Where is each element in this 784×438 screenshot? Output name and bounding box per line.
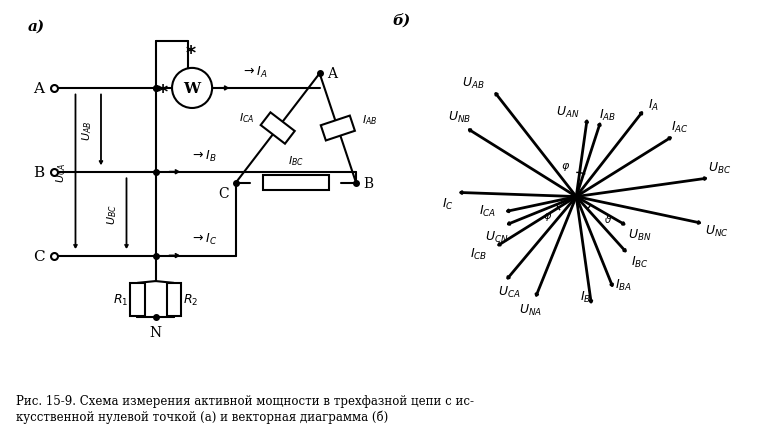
Text: $\rightarrow I_A$: $\rightarrow I_A$ bbox=[241, 64, 267, 80]
Text: $\varphi$: $\varphi$ bbox=[543, 211, 552, 223]
Text: $U_{NC}$: $U_{NC}$ bbox=[705, 224, 729, 239]
Text: *: * bbox=[158, 83, 168, 102]
Text: B: B bbox=[363, 176, 373, 190]
Text: $I_{AC}$: $I_{AC}$ bbox=[671, 119, 688, 134]
Text: $U_{AB}$: $U_{AB}$ bbox=[80, 120, 94, 141]
Text: $R_2$: $R_2$ bbox=[183, 292, 198, 307]
Bar bbox=[130, 283, 145, 316]
Text: $U_{NB}$: $U_{NB}$ bbox=[448, 110, 471, 125]
Bar bbox=[166, 283, 181, 316]
Text: $I_{AB}$: $I_{AB}$ bbox=[361, 113, 377, 127]
Text: A: A bbox=[34, 82, 45, 96]
Text: $I_{CB}$: $I_{CB}$ bbox=[470, 247, 488, 261]
Text: $U_{BC}$: $U_{BC}$ bbox=[708, 161, 731, 176]
Text: $U_{BN}$: $U_{BN}$ bbox=[628, 227, 652, 242]
Text: $\rightarrow I_C$: $\rightarrow I_C$ bbox=[191, 232, 217, 247]
Text: $U_{NA}$: $U_{NA}$ bbox=[520, 302, 543, 317]
Text: $I_{AB}$: $I_{AB}$ bbox=[600, 107, 617, 123]
Text: $U_{AN}$: $U_{AN}$ bbox=[556, 104, 579, 120]
Text: $U_{CN}$: $U_{CN}$ bbox=[485, 230, 509, 245]
Text: $I_{CA}$: $I_{CA}$ bbox=[478, 203, 495, 218]
Text: N: N bbox=[150, 325, 162, 339]
Text: C: C bbox=[218, 187, 228, 201]
Text: $I_{CA}$: $I_{CA}$ bbox=[238, 111, 254, 125]
Text: $I_{BC}$: $I_{BC}$ bbox=[288, 154, 304, 168]
Text: $\rightarrow I_B$: $\rightarrow I_B$ bbox=[191, 148, 216, 163]
Text: б): б) bbox=[392, 13, 410, 28]
Text: а): а) bbox=[28, 20, 45, 34]
Text: $I_{A}$: $I_{A}$ bbox=[648, 98, 659, 113]
Bar bbox=[263, 176, 328, 191]
Text: $U_{CA}$: $U_{CA}$ bbox=[54, 162, 68, 183]
Text: $U_{CA}$: $U_{CA}$ bbox=[498, 285, 521, 300]
Text: $I_{BC}$: $I_{BC}$ bbox=[631, 254, 649, 270]
Bar bbox=[321, 117, 355, 141]
Text: Рис. 15-9. Схема измерения активной мощности в трехфазной цепи с ис-
кусственной: Рис. 15-9. Схема измерения активной мощн… bbox=[16, 394, 474, 423]
Text: C: C bbox=[33, 249, 45, 263]
Text: $U_{BC}$: $U_{BC}$ bbox=[105, 204, 119, 225]
Text: W: W bbox=[183, 82, 201, 96]
Text: *: * bbox=[185, 44, 195, 63]
Text: $I_{BA}$: $I_{BA}$ bbox=[615, 277, 632, 293]
Text: $I_{C}$: $I_{C}$ bbox=[442, 196, 454, 211]
Text: B: B bbox=[34, 166, 45, 179]
Text: A: A bbox=[327, 67, 337, 81]
Circle shape bbox=[172, 69, 212, 109]
Text: $I_{B}$: $I_{B}$ bbox=[579, 290, 591, 304]
Bar bbox=[261, 113, 295, 145]
Text: $U_{AB}$: $U_{AB}$ bbox=[462, 76, 485, 91]
Text: $\vartheta$: $\vartheta$ bbox=[604, 212, 612, 224]
Text: $R_1$: $R_1$ bbox=[113, 292, 129, 307]
Text: $\varphi$: $\varphi$ bbox=[561, 161, 570, 173]
